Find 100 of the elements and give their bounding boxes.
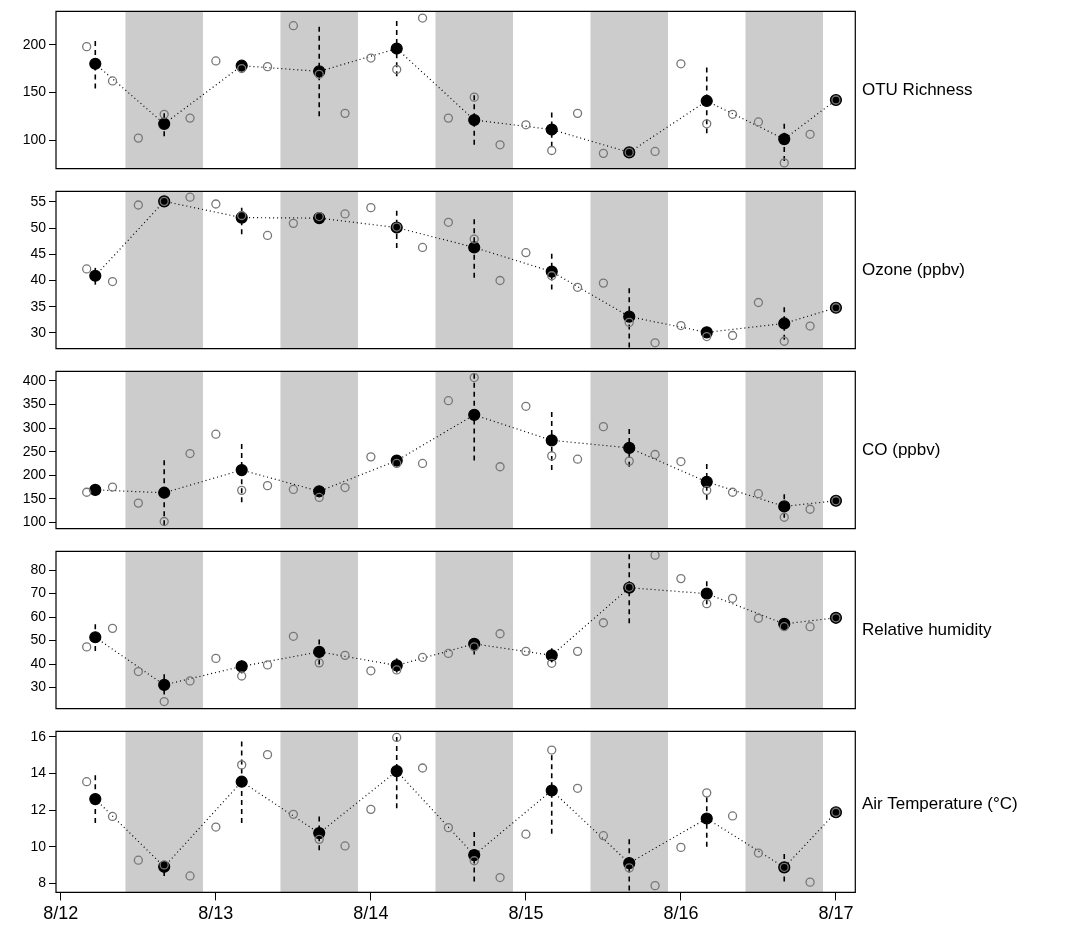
y-tick-label: 200 bbox=[22, 35, 47, 52]
point bbox=[727, 330, 738, 341]
y-tick-label: 250 bbox=[22, 442, 47, 459]
point bbox=[107, 482, 118, 492]
point bbox=[598, 278, 609, 288]
point bbox=[753, 613, 764, 623]
point bbox=[805, 504, 815, 514]
y-tick-label: 45 bbox=[30, 245, 47, 262]
point bbox=[314, 69, 324, 79]
y-tick-label: 30 bbox=[30, 323, 47, 340]
point bbox=[547, 145, 557, 156]
point bbox=[676, 573, 686, 584]
point bbox=[314, 492, 324, 503]
point bbox=[366, 804, 376, 814]
point bbox=[262, 62, 273, 72]
y-tick-label: 40 bbox=[30, 271, 47, 288]
y-axis-title: OTU Richness bbox=[862, 79, 973, 101]
point bbox=[779, 158, 789, 168]
point bbox=[340, 482, 350, 493]
point bbox=[237, 63, 247, 74]
y-tick-label: 350 bbox=[22, 395, 47, 412]
point bbox=[185, 192, 195, 202]
point bbox=[469, 856, 479, 866]
y-tick-label: 150 bbox=[22, 83, 47, 100]
point bbox=[288, 484, 299, 495]
point bbox=[82, 42, 92, 52]
point bbox=[185, 871, 195, 881]
point bbox=[417, 763, 428, 773]
y-tick-label: 200 bbox=[22, 466, 47, 483]
point bbox=[598, 421, 609, 432]
point bbox=[133, 133, 143, 143]
point bbox=[288, 218, 299, 229]
y-tick-label: 30 bbox=[30, 678, 47, 695]
point bbox=[211, 199, 221, 209]
point bbox=[185, 113, 195, 123]
point bbox=[547, 271, 557, 281]
point bbox=[159, 109, 169, 119]
point bbox=[598, 148, 609, 159]
point bbox=[469, 92, 479, 102]
y-tick-label: 400 bbox=[22, 371, 47, 388]
point bbox=[727, 487, 738, 497]
point bbox=[805, 622, 815, 632]
y-tick-label: 8 bbox=[38, 874, 47, 891]
point bbox=[779, 622, 789, 632]
point bbox=[676, 59, 686, 69]
point bbox=[495, 629, 505, 639]
point bbox=[314, 658, 324, 668]
point bbox=[185, 676, 195, 686]
point bbox=[340, 841, 350, 851]
point bbox=[547, 745, 557, 755]
y-tick-label: 55 bbox=[30, 192, 47, 209]
point bbox=[443, 648, 454, 659]
y-tick-label: 12 bbox=[30, 800, 47, 817]
point bbox=[702, 788, 712, 798]
x-tick-label: 8/14 bbox=[353, 903, 389, 924]
point bbox=[469, 372, 479, 383]
point bbox=[417, 458, 428, 469]
point bbox=[314, 834, 324, 844]
point bbox=[159, 516, 169, 527]
point bbox=[702, 331, 712, 342]
point bbox=[82, 487, 92, 497]
point bbox=[469, 234, 479, 244]
point bbox=[702, 119, 712, 129]
point bbox=[753, 117, 764, 127]
point bbox=[650, 146, 660, 157]
point bbox=[598, 618, 609, 628]
point bbox=[443, 396, 454, 406]
point bbox=[547, 451, 557, 461]
point bbox=[779, 336, 789, 346]
point bbox=[521, 829, 531, 839]
point bbox=[624, 456, 634, 466]
point bbox=[521, 248, 531, 258]
point bbox=[211, 429, 221, 439]
point bbox=[107, 811, 118, 822]
y-tick-label: 50 bbox=[30, 631, 47, 648]
point bbox=[572, 108, 583, 118]
point bbox=[495, 140, 505, 150]
point bbox=[133, 855, 143, 865]
point bbox=[624, 317, 634, 328]
point bbox=[572, 783, 583, 793]
y-tick-label: 10 bbox=[30, 837, 47, 854]
point bbox=[495, 872, 505, 883]
point bbox=[288, 21, 299, 31]
point bbox=[495, 462, 505, 472]
point bbox=[417, 13, 428, 23]
point bbox=[572, 454, 583, 464]
y-tick-label: 150 bbox=[22, 489, 47, 506]
point bbox=[624, 863, 634, 873]
point bbox=[392, 732, 402, 743]
point bbox=[82, 642, 92, 652]
point bbox=[805, 877, 815, 887]
point bbox=[366, 202, 376, 213]
point bbox=[185, 448, 195, 459]
point bbox=[521, 401, 531, 411]
point bbox=[702, 599, 712, 609]
point bbox=[650, 880, 660, 891]
point bbox=[676, 456, 686, 467]
point bbox=[676, 842, 686, 853]
point bbox=[340, 209, 350, 219]
y-tick-label: 300 bbox=[22, 418, 47, 435]
